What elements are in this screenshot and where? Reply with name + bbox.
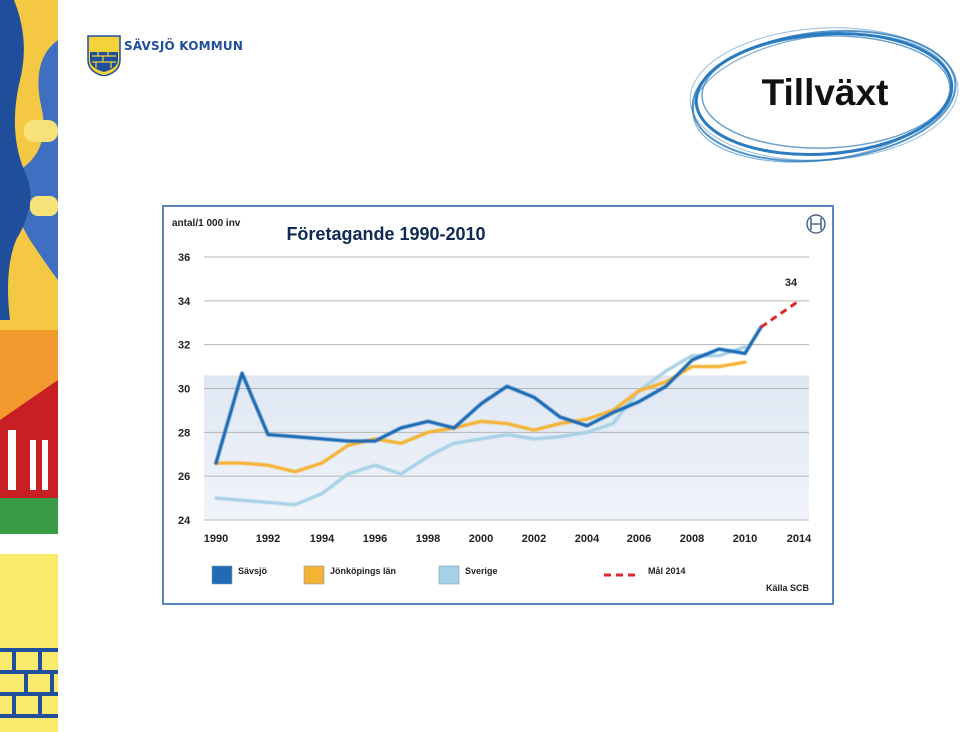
y-tick-label: 26: [178, 471, 190, 483]
annotation-label: 34: [785, 277, 798, 289]
x-tick-label: 1996: [363, 533, 387, 545]
legend-label: Mål 2014: [648, 566, 686, 576]
y-axis-label: antal/1 000 inv: [172, 218, 241, 229]
y-tick-label: 30: [178, 384, 190, 396]
line-chart: 24 26 28 30 32 34 36 1990 1992 1994 1996 1998 2000 2…: [172, 214, 826, 593]
y-tick-label: 32: [178, 340, 190, 352]
slide-title: Tillväxt: [761, 72, 889, 113]
x-tick-label: 2014: [787, 533, 812, 545]
series-line-1: [214, 325, 763, 465]
series-line-3: [214, 345, 747, 507]
logo-text: SÄVSJÖ KOMMUN: [124, 39, 244, 53]
x-tick-label: 1994: [310, 533, 335, 545]
legend-swatch: [211, 565, 233, 585]
decorative-side-stripe: [0, 0, 58, 732]
y-tick-label: 28: [178, 427, 190, 439]
x-tick-labels: 1990 1992 1994 1996 1998 2000 2002 2004 2006 2008…: [204, 533, 812, 545]
x-tick-label: 2008: [680, 533, 704, 545]
legend-swatch: [303, 565, 325, 585]
x-tick-label: 2002: [522, 533, 546, 545]
x-tick-label: 2000: [469, 533, 493, 545]
y-tick-label: 34: [178, 296, 191, 308]
legend-swatch: [438, 565, 460, 585]
series-line-4: [760, 299, 800, 329]
x-tick-label: 2010: [733, 533, 757, 545]
legend-label: Sverige: [465, 566, 498, 576]
x-tick-label: 1992: [256, 533, 280, 545]
x-tick-label: 1990: [204, 533, 228, 545]
x-tick-label: 2004: [575, 533, 600, 545]
legend: Sävsjö Jönköpings län Sverige Mål 2014: [211, 565, 686, 585]
legend-label: Jönköpings län: [330, 566, 396, 576]
y-tick-label: 36: [178, 252, 190, 264]
savsjo-kommun-logo: [87, 35, 121, 76]
legend-label: Sävsjö: [238, 566, 268, 576]
title-ring-decoration: [689, 27, 959, 163]
y-tick-labels: 24 26 28 30 32 34 36: [178, 252, 191, 527]
emblem-icon: [806, 214, 826, 234]
chart-frame: 24 26 28 30 32 34 36 1990 1992 1994 1996 1998 2000 2…: [162, 205, 834, 605]
y-tick-label: 24: [178, 515, 191, 527]
annotations: 34: [785, 277, 798, 289]
x-tick-label: 2006: [627, 533, 651, 545]
x-tick-label: 1998: [416, 533, 440, 545]
series-layer: [214, 299, 800, 507]
source-note: Källa SCB: [766, 583, 810, 593]
plot-background-band: [204, 375, 809, 520]
series-line-2: [214, 360, 747, 474]
chart-title: Företagande 1990-2010: [286, 224, 485, 244]
